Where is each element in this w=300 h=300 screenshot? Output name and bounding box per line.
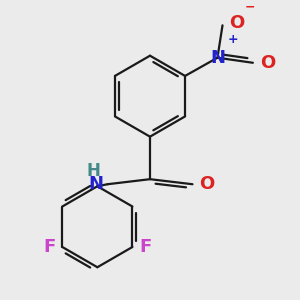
- Text: F: F: [140, 238, 152, 256]
- Text: N: N: [210, 49, 225, 67]
- Text: −: −: [245, 0, 255, 13]
- Text: O: O: [200, 175, 215, 193]
- Text: H: H: [86, 162, 100, 180]
- Text: +: +: [228, 33, 238, 46]
- Text: O: O: [260, 54, 275, 72]
- Text: F: F: [43, 238, 55, 256]
- Text: N: N: [88, 175, 104, 193]
- Text: O: O: [230, 14, 245, 32]
